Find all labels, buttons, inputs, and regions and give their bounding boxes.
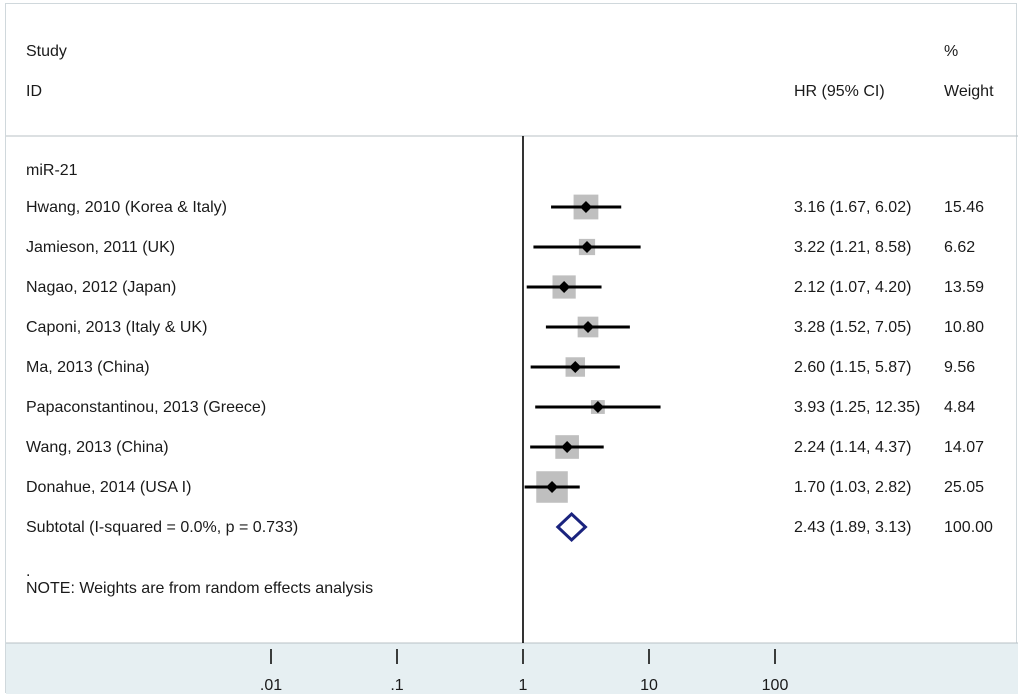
x-tick-label: 1 — [519, 677, 528, 694]
group-label: miR-21 — [26, 162, 78, 179]
study-ci-text: 2.12 (1.07, 4.20) — [794, 279, 911, 296]
study-weight-text: 4.84 — [944, 399, 975, 416]
study-weight-text: 9.56 — [944, 359, 975, 376]
study-weight-text: 15.46 — [944, 199, 984, 216]
header-id: ID — [26, 83, 42, 100]
point-estimate — [582, 321, 595, 333]
subtotal-diamond — [555, 511, 588, 543]
study-label: Nagao, 2012 (Japan) — [26, 279, 176, 296]
x-tick-label: .1 — [390, 677, 403, 694]
point-estimate — [546, 481, 559, 493]
study-label: Donahue, 2014 (USA I) — [26, 479, 191, 496]
study-weight-text: 14.07 — [944, 439, 984, 456]
point-estimate — [561, 441, 574, 453]
study-weight-text: 10.80 — [944, 319, 984, 336]
subtotal-ci-text: 2.43 (1.89, 3.13) — [794, 519, 911, 536]
forest-plot-svg: Study ID HR (95% CI) % Weight miR-21 Hwa… — [6, 43, 1018, 694]
point-estimate — [569, 361, 582, 373]
study-label: Caponi, 2013 (Italy & UK) — [26, 319, 207, 336]
study-label: Papaconstantinou, 2013 (Greece) — [26, 399, 266, 416]
note-dot: . — [26, 563, 30, 580]
subtotal-weight-text: 100.00 — [944, 519, 993, 536]
header-weight: Weight — [944, 83, 994, 100]
study-ci-text: 1.70 (1.03, 2.82) — [794, 479, 911, 496]
study-ci-text: 3.93 (1.25, 12.35) — [794, 399, 920, 416]
x-tick-label: 100 — [762, 677, 789, 694]
point-estimate — [558, 281, 571, 293]
point-estimate — [591, 401, 604, 413]
x-tick-label: .01 — [260, 677, 282, 694]
axis-band — [6, 643, 1018, 694]
header-estimate: HR (95% CI) — [794, 83, 885, 100]
point-estimate — [580, 241, 593, 253]
study-ci-text: 2.24 (1.14, 4.37) — [794, 439, 911, 456]
plot-marks: Hwang, 2010 (Korea & Italy) 3.16 (1.67, 6… — [26, 136, 993, 694]
x-tick-label: 10 — [640, 677, 658, 694]
study-ci-text: 2.60 (1.15, 5.87) — [794, 359, 911, 376]
study-label: Wang, 2013 (China) — [26, 439, 169, 456]
point-estimate — [579, 201, 592, 213]
study-ci-text: 3.28 (1.52, 7.05) — [794, 319, 911, 336]
study-weight-text: 6.62 — [944, 239, 975, 256]
study-weight-text: 25.05 — [944, 479, 984, 496]
subtotal-label: Subtotal (I-squared = 0.0%, p = 0.733) — [26, 519, 298, 536]
study-ci-text: 3.16 (1.67, 6.02) — [794, 199, 911, 216]
study-weight-text: 13.59 — [944, 279, 984, 296]
study-label: Ma, 2013 (China) — [26, 359, 150, 376]
note-text: NOTE: Weights are from random effects an… — [26, 580, 373, 597]
study-label: Jamieson, 2011 (UK) — [26, 239, 175, 256]
header-weight-pct: % — [944, 43, 958, 60]
study-ci-text: 3.22 (1.21, 8.58) — [794, 239, 911, 256]
header-study: Study — [26, 43, 67, 60]
study-label: Hwang, 2010 (Korea & Italy) — [26, 199, 227, 216]
forest-plot: Study ID HR (95% CI) % Weight miR-21 Hwa… — [5, 3, 1018, 694]
